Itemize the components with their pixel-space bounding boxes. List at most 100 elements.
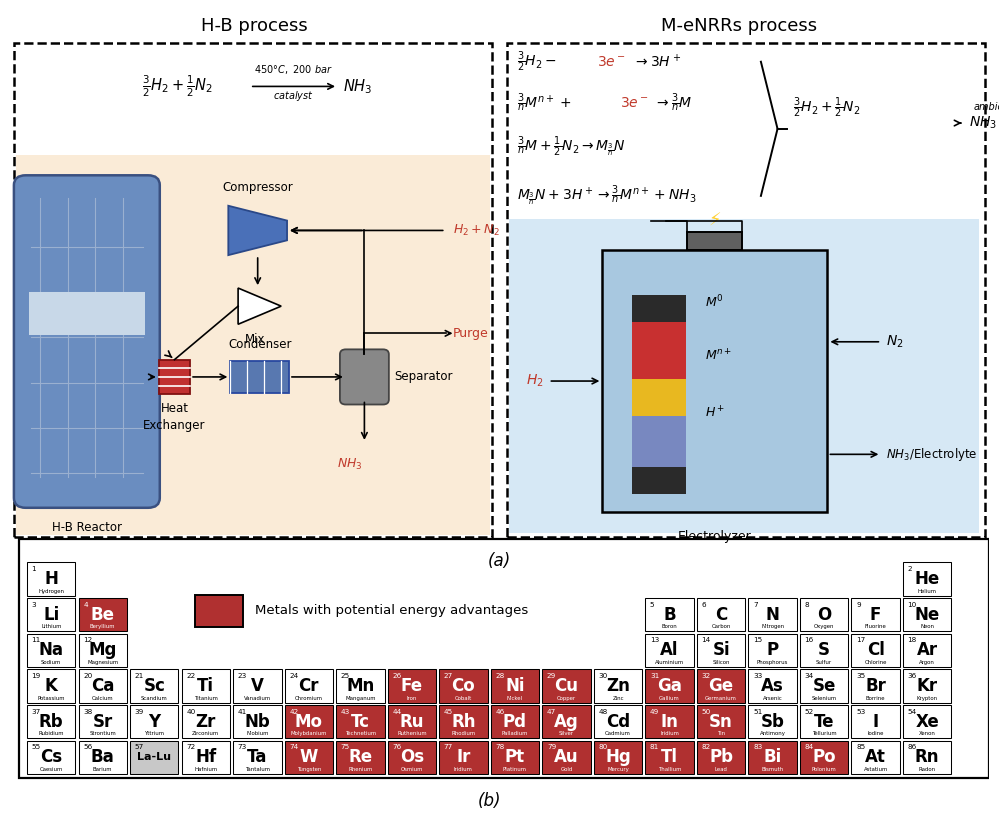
Text: Arsenic: Arsenic [762, 695, 782, 700]
FancyBboxPatch shape [14, 175, 160, 508]
Text: 54: 54 [908, 709, 917, 714]
Text: 37: 37 [32, 709, 41, 714]
Text: 7: 7 [753, 602, 757, 607]
Text: Mercury: Mercury [607, 767, 629, 772]
Text: 25: 25 [341, 673, 350, 679]
Text: Mg: Mg [89, 641, 117, 659]
Text: Ga: Ga [657, 677, 682, 695]
Text: Sn: Sn [709, 713, 733, 731]
Text: Astatium: Astatium [863, 767, 888, 772]
Text: Cs: Cs [40, 748, 62, 766]
Text: 76: 76 [393, 744, 402, 751]
Text: Exchanger: Exchanger [143, 419, 206, 432]
Text: La-Lu: La-Lu [137, 752, 171, 762]
FancyBboxPatch shape [16, 155, 490, 535]
Text: O: O [817, 606, 831, 624]
FancyBboxPatch shape [602, 250, 827, 512]
Text: 72: 72 [186, 744, 196, 751]
FancyBboxPatch shape [903, 634, 951, 667]
Text: In: In [660, 713, 678, 731]
FancyBboxPatch shape [233, 705, 282, 738]
Text: 51: 51 [753, 709, 762, 714]
FancyBboxPatch shape [491, 741, 539, 774]
FancyBboxPatch shape [800, 598, 848, 631]
Text: N: N [765, 606, 779, 624]
FancyBboxPatch shape [800, 705, 848, 738]
Text: Tantalum: Tantalum [245, 767, 270, 772]
Text: At: At [865, 748, 886, 766]
Text: I: I [872, 713, 879, 731]
FancyBboxPatch shape [593, 705, 642, 738]
FancyBboxPatch shape [79, 634, 127, 667]
Text: Calcium: Calcium [92, 695, 114, 700]
Text: P: P [766, 641, 778, 659]
Text: $NH_3$: $NH_3$ [337, 457, 363, 472]
Text: S: S [818, 641, 830, 659]
Text: Ruthenium: Ruthenium [397, 732, 427, 737]
Text: 86: 86 [908, 744, 917, 751]
Text: 1: 1 [32, 566, 36, 572]
Text: 28: 28 [496, 673, 504, 679]
Text: Electrolyzer: Electrolyzer [678, 530, 752, 543]
FancyBboxPatch shape [491, 669, 539, 703]
Text: H-B Reactor: H-B Reactor [52, 521, 122, 534]
Text: Ru: Ru [400, 713, 425, 731]
Text: Fe: Fe [401, 677, 423, 695]
FancyBboxPatch shape [79, 598, 127, 631]
Text: 55: 55 [32, 744, 41, 751]
FancyBboxPatch shape [697, 741, 745, 774]
Text: Thallium: Thallium [658, 767, 681, 772]
Text: Phosphorus: Phosphorus [757, 660, 788, 665]
FancyBboxPatch shape [748, 741, 797, 774]
Text: 44: 44 [393, 709, 402, 714]
FancyBboxPatch shape [631, 379, 685, 416]
Text: Nb: Nb [245, 713, 270, 731]
FancyBboxPatch shape [851, 598, 900, 631]
Text: 38: 38 [83, 709, 93, 714]
Text: 10: 10 [908, 602, 917, 607]
Text: 75: 75 [341, 744, 350, 751]
Text: Selenium: Selenium [811, 695, 837, 700]
Text: Manganum: Manganum [345, 695, 376, 700]
FancyBboxPatch shape [748, 598, 797, 631]
Text: Fluorine: Fluorine [865, 624, 886, 630]
Text: 43: 43 [341, 709, 350, 714]
Text: $NH_3$/Electrolyte: $NH_3$/Electrolyte [886, 446, 978, 463]
Text: 45: 45 [444, 709, 454, 714]
Text: Helium: Helium [918, 588, 937, 593]
Text: Hg: Hg [605, 748, 631, 766]
Text: 5: 5 [650, 602, 654, 607]
Text: Mn: Mn [347, 677, 375, 695]
Text: Tungsten: Tungsten [297, 767, 321, 772]
Text: 39: 39 [135, 709, 144, 714]
Text: 16: 16 [804, 637, 814, 644]
Text: $NH_3$: $NH_3$ [969, 115, 998, 131]
FancyBboxPatch shape [748, 634, 797, 667]
Text: 82: 82 [701, 744, 710, 751]
Text: Pt: Pt [504, 748, 525, 766]
FancyBboxPatch shape [336, 669, 385, 703]
FancyBboxPatch shape [29, 291, 145, 335]
Text: Neon: Neon [920, 624, 934, 630]
Text: Re: Re [349, 748, 373, 766]
Text: (a): (a) [488, 552, 511, 570]
Text: 40: 40 [186, 709, 196, 714]
FancyBboxPatch shape [645, 598, 693, 631]
Text: Palladium: Palladium [501, 732, 528, 737]
FancyBboxPatch shape [851, 634, 900, 667]
FancyBboxPatch shape [27, 705, 76, 738]
Text: Condenser: Condenser [228, 338, 292, 351]
Text: Sb: Sb [760, 713, 784, 731]
Text: Nitrogen: Nitrogen [761, 624, 784, 630]
Text: Rn: Rn [915, 748, 939, 766]
Text: Oxygen: Oxygen [814, 624, 834, 630]
FancyBboxPatch shape [851, 669, 900, 703]
Text: Germanium: Germanium [705, 695, 737, 700]
Text: Os: Os [400, 748, 424, 766]
Text: Br: Br [865, 677, 886, 695]
Text: Lead: Lead [714, 767, 727, 772]
Text: $\frac{3}{2}H_2+\frac{1}{2}N_2$: $\frac{3}{2}H_2+\frac{1}{2}N_2$ [142, 74, 213, 99]
Text: Scandium: Scandium [141, 695, 168, 700]
Text: Kr: Kr [917, 677, 938, 695]
FancyBboxPatch shape [233, 669, 282, 703]
